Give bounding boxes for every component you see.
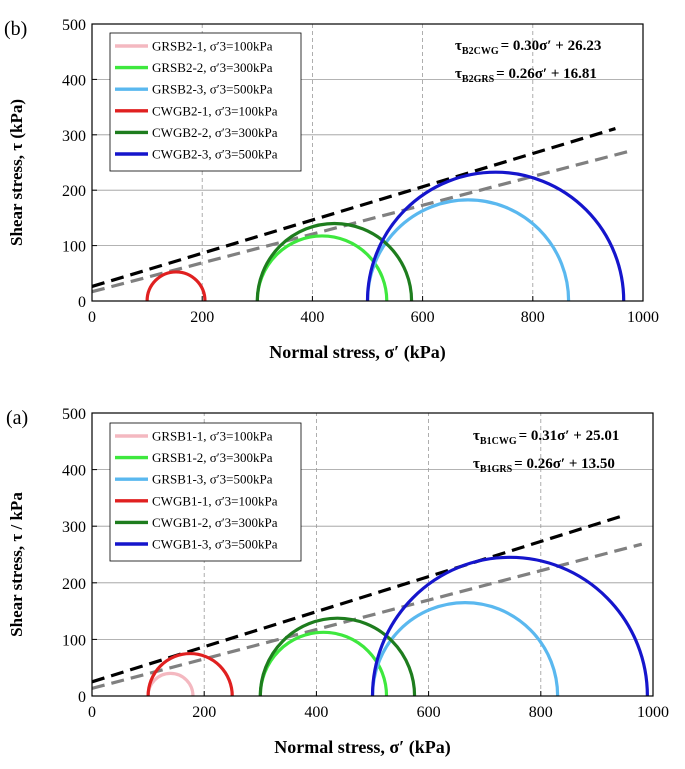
tau-symbol: τ [455, 38, 462, 54]
legend-entry: GRSB2-3, σ′3=500kPa [152, 82, 273, 97]
legend-entry: CWGB1-2, σ′3=300kPa [152, 515, 278, 530]
mohr-circle-cwgb2-3 [365, 170, 626, 301]
legend-box [109, 32, 302, 172]
legend-entry: GRSB2-2, σ′3=300kPa [152, 60, 273, 75]
mohr-circle-grsb1-2 [258, 630, 389, 696]
x-tick-label: 600 [417, 704, 441, 721]
failure-envelope-b2grs [92, 148, 633, 294]
mohr-circle-grsb1-3 [370, 601, 560, 696]
x-tick-label: 600 [411, 309, 435, 326]
x-tick-label: 0 [88, 309, 96, 326]
mohr-circle-cwgb1-3 [370, 555, 649, 696]
y-tick-label: 500 [62, 17, 86, 34]
chart-panel-b: 0 200 400 600 800 1000 0 100 200 300 400 500 Normal … [4, 17, 659, 363]
equation-subscript: B1GRS [480, 464, 513, 475]
y-tick-label: 200 [62, 576, 86, 593]
legend-entry: CWGB2-1, σ′3=100kPa [152, 103, 278, 118]
x-tick-label: 1000 [627, 309, 659, 326]
x-tick-label: 800 [529, 704, 553, 721]
chart-panel-a: 0 200 400 600 800 1000 0 100 200 300 400 500 Normal … [6, 406, 669, 758]
legend-entry: GRSB1-2, σ′3=300kPa [152, 450, 273, 465]
y-tick-label: 500 [62, 406, 86, 423]
equation-body: = 0.26σ′ + 16.81 [496, 66, 597, 82]
failure-envelope-b1grs [92, 542, 643, 690]
legend: GRSB1-1, σ′3=100kPa GRSB1-2, σ′3=300kPa GR… [109, 422, 302, 562]
mohr-circle-cwgb1-1 [146, 652, 234, 696]
x-axis-label: Normal stress, σ′ (kPa) [274, 737, 451, 758]
y-tick-label: 300 [62, 128, 86, 145]
mohr-circle-cwgb2-1 [145, 270, 207, 301]
failure-envelope-b1cwg [92, 513, 626, 684]
axes-frame [91, 412, 654, 697]
y-axis-label: Shear stress, τ (kPa) [7, 99, 26, 246]
legend-box [109, 422, 302, 562]
y-tick-label: 200 [62, 183, 86, 200]
legend-entry: CWGB1-3, σ′3=500kPa [152, 537, 278, 552]
y-tick-label: 400 [62, 463, 86, 480]
y-axis-label: Shear stress, τ / kPa [7, 492, 26, 637]
y-tick-label: 0 [78, 689, 86, 706]
equation-body: = 0.26σ′ + 13.50 [514, 456, 615, 472]
legend-entry: CWGB1-1, σ′3=100kPa [152, 493, 278, 508]
y-tick-label: 300 [62, 519, 86, 536]
equation-subscript: B2GRS [462, 74, 495, 85]
legend-entry: GRSB2-1, σ′3=100kPa [152, 39, 273, 54]
panel-label: (a) [6, 407, 28, 429]
x-tick-label: 0 [88, 704, 96, 721]
legend-entry: GRSB1-3, σ′3=500kPa [152, 472, 273, 487]
plot-area [92, 513, 649, 696]
equation-body: = 0.31σ′ + 25.01 [519, 428, 620, 444]
x-tick-label: 400 [300, 309, 324, 326]
envelope-equation: τB2CWG = 0.30σ′ + 26.23 [455, 38, 601, 57]
envelope-equation: τB1CWG = 0.31σ′ + 25.01 [473, 428, 619, 447]
legend: GRSB2-1, σ′3=100kPa GRSB2-2, σ′3=300kPa GR… [109, 32, 302, 172]
tau-symbol: τ [473, 428, 480, 444]
legend-entry: GRSB1-1, σ′3=100kPa [152, 429, 273, 444]
x-tick-label: 400 [304, 704, 328, 721]
tau-symbol: τ [473, 456, 480, 472]
x-tick-label: 800 [521, 309, 545, 326]
equation-body: = 0.30σ′ + 26.23 [501, 38, 602, 54]
x-tick-label: 200 [190, 309, 214, 326]
equation-subscript: B2CWG [462, 46, 499, 57]
mohr-circle-grsb2-3 [365, 198, 571, 301]
equation-subscript: B1CWG [480, 436, 517, 447]
legend-entry: CWGB2-3, σ′3=500kPa [152, 147, 278, 162]
y-tick-label: 400 [62, 72, 86, 89]
mohr-circle-cwgb1-2 [258, 616, 417, 696]
y-tick-label: 100 [62, 632, 86, 649]
tau-symbol: τ [455, 66, 462, 82]
mohr-circle-cwgb2-2 [255, 221, 414, 301]
mohr-circle-grsb1-1 [146, 671, 195, 696]
y-tick-label: 0 [78, 294, 86, 311]
x-tick-label: 1000 [637, 704, 669, 721]
x-axis-label: Normal stress, σ′ (kPa) [269, 342, 446, 363]
legend-entry: CWGB2-2, σ′3=300kPa [152, 125, 278, 140]
plot-area [92, 127, 633, 301]
axes-frame [91, 23, 644, 302]
panel-label: (b) [4, 18, 27, 40]
failure-envelope-b2cwg [92, 127, 616, 289]
x-tick-label: 200 [192, 704, 216, 721]
y-tick-label: 100 [62, 239, 86, 256]
envelope-equation: τB2GRS = 0.26σ′ + 16.81 [455, 66, 597, 85]
envelope-equation: τB1GRS = 0.26σ′ + 13.50 [473, 456, 615, 475]
